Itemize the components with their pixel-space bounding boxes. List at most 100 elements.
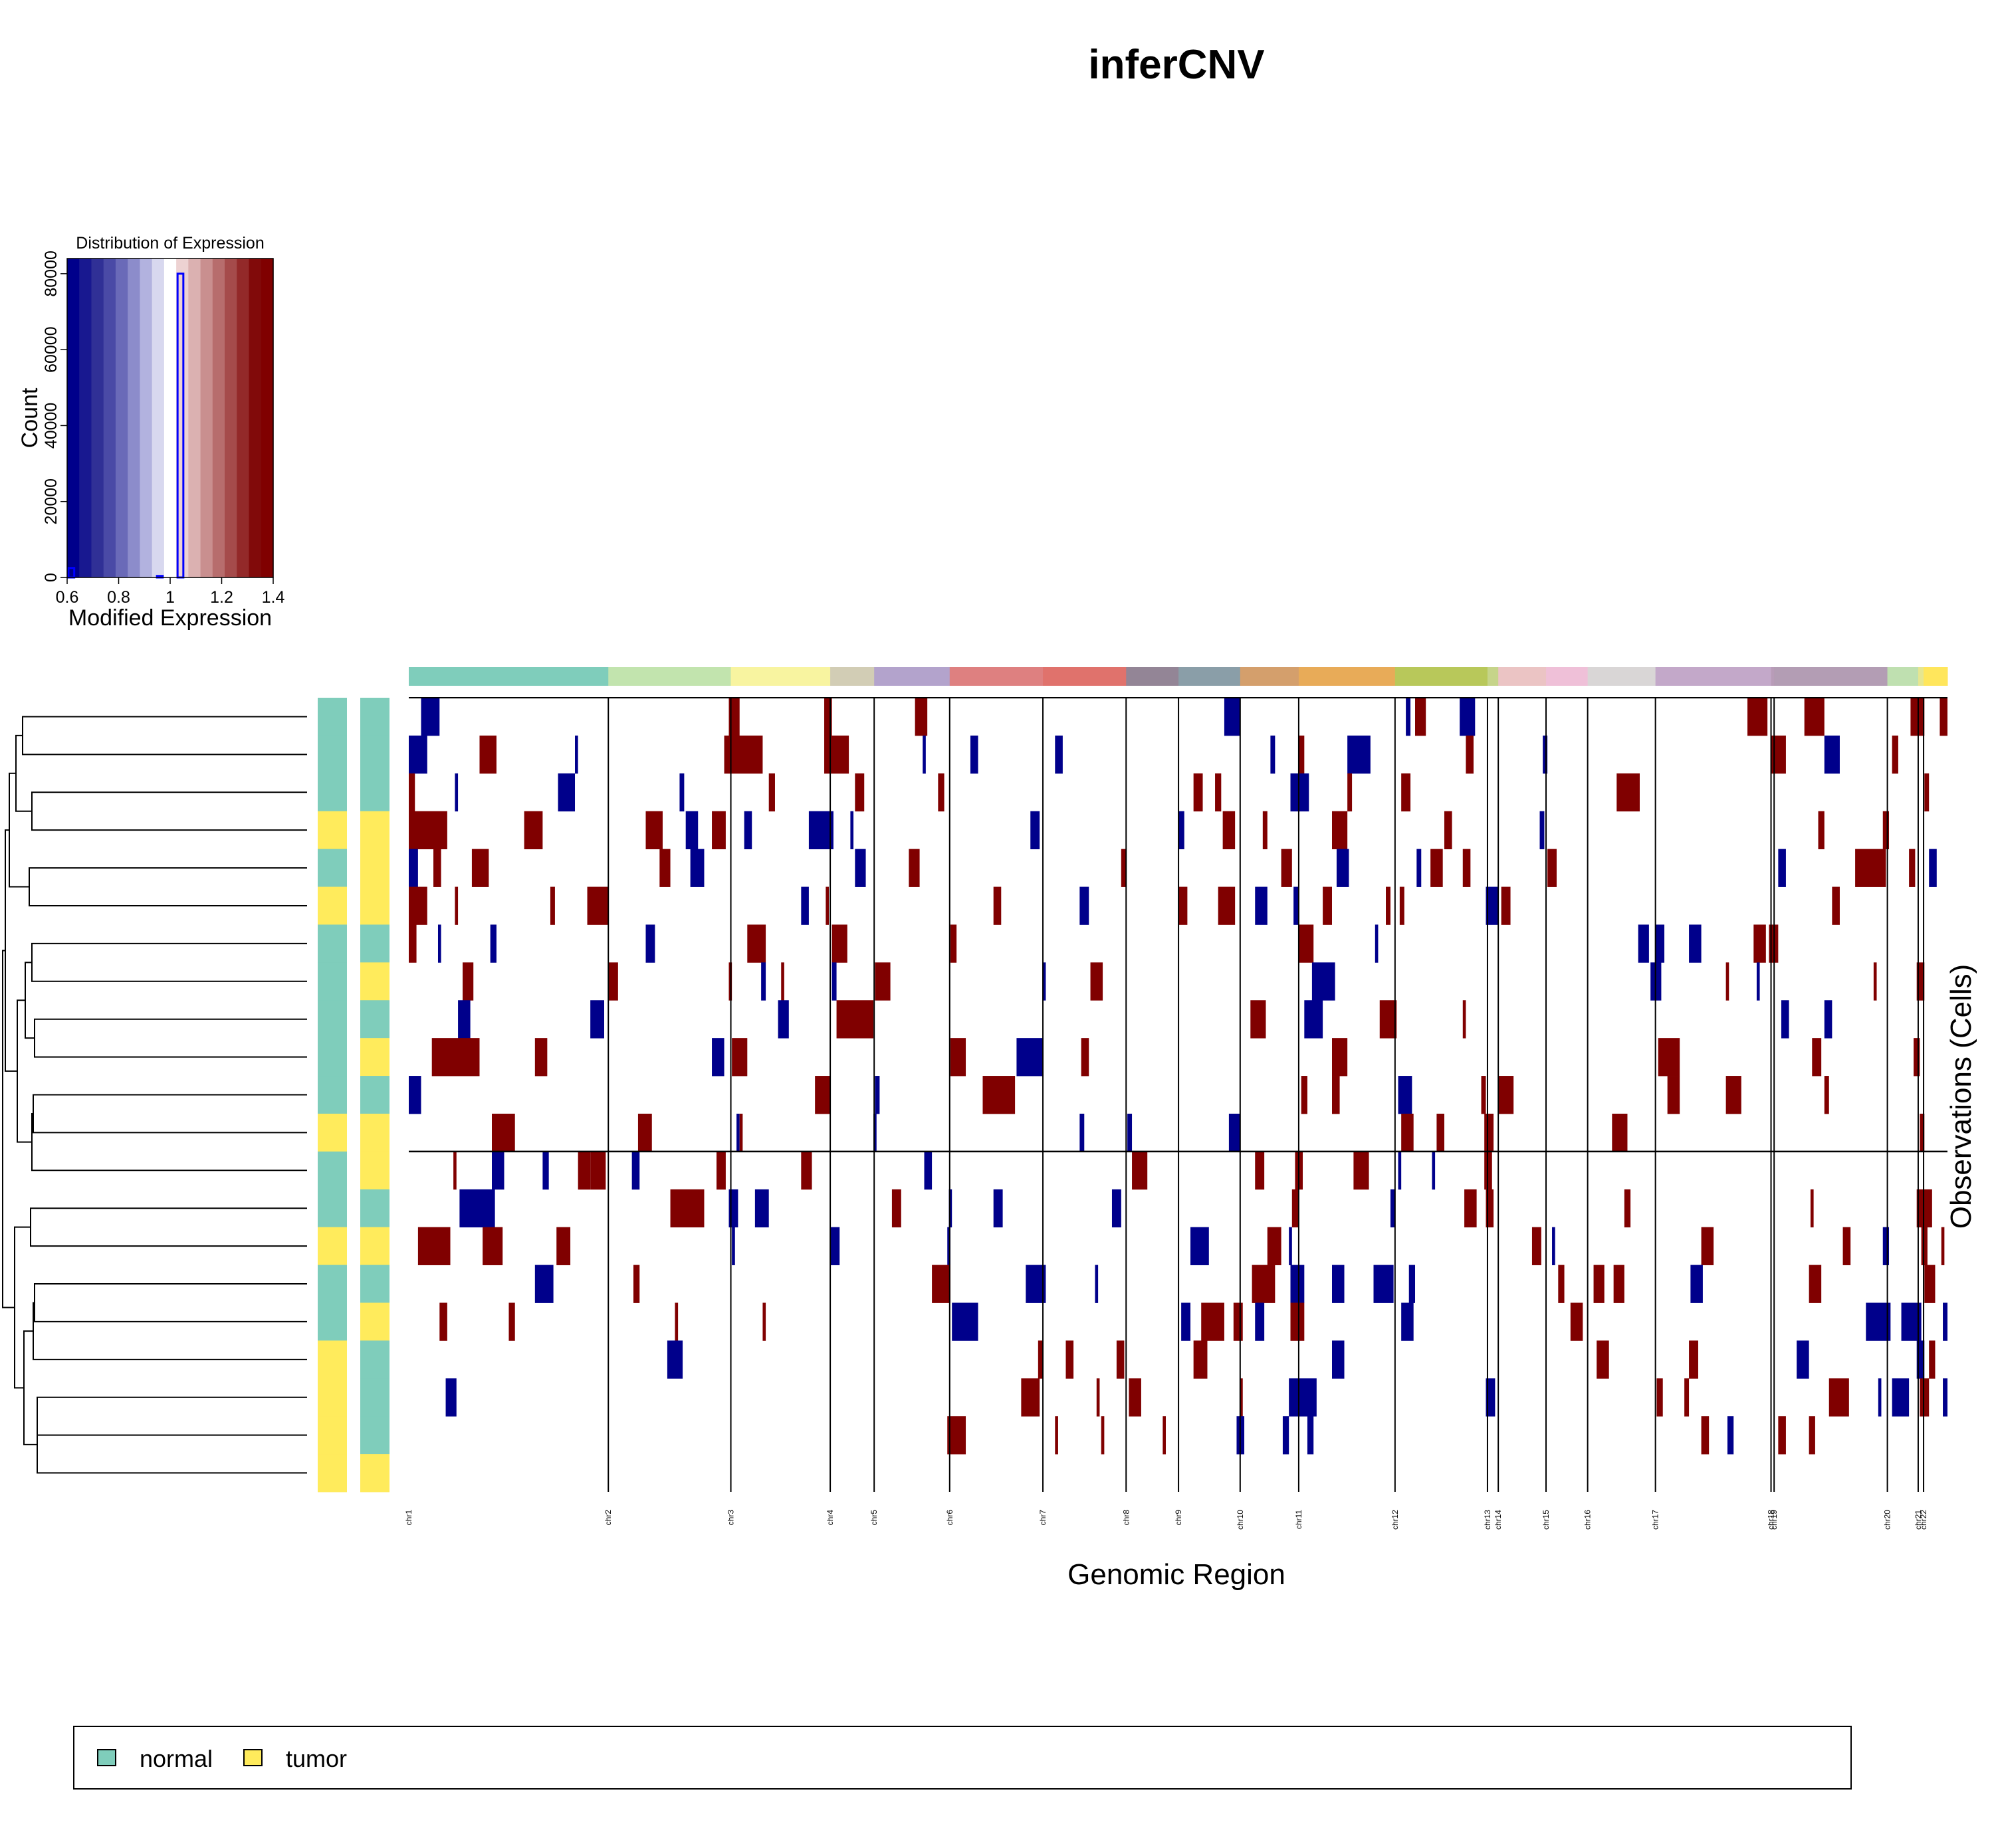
cnv-segment-gain: [1301, 1076, 1307, 1114]
cnv-segment-gain: [633, 1265, 640, 1303]
cnv-segment-gain: [1770, 735, 1786, 774]
cnv-segment-gain: [608, 962, 618, 1001]
cnv-segment-gain: [1701, 1227, 1714, 1265]
cnv-segment-gain: [1812, 1038, 1822, 1077]
cnv-segment-loss: [558, 773, 576, 812]
cnv-segment-loss: [534, 1265, 554, 1303]
annotation-normal: [360, 1378, 389, 1417]
cnv-segment-loss: [1178, 811, 1184, 850]
color-ramp-step: [91, 258, 104, 577]
cnv-segment-gain: [1298, 924, 1314, 963]
cnv-segment-loss: [1347, 735, 1371, 774]
cnv-segment-loss: [1079, 886, 1089, 925]
cnv-segment-gain: [762, 1302, 766, 1341]
cnv-segment-gain: [1090, 962, 1103, 1001]
chromosome-label-chr14: chr14: [1494, 1510, 1503, 1530]
cnv-segment-gain: [1842, 1227, 1851, 1265]
cnv-segment-loss: [1390, 1189, 1395, 1228]
cnv-segment-loss: [855, 849, 866, 887]
cnv-segment-gain: [433, 849, 441, 887]
cnv-segment-loss: [667, 1340, 683, 1379]
cnv-segment-loss: [1416, 849, 1422, 887]
cnv-segment-loss: [1486, 1378, 1496, 1417]
annotation-tumor: [360, 1113, 389, 1152]
cnv-segment-loss: [685, 811, 699, 850]
cnv-segment-gain: [1332, 811, 1348, 850]
histogram-x-tick-label: 1.4: [262, 588, 285, 607]
cnv-segment-loss: [409, 1076, 421, 1114]
cnv-segment-gain: [659, 849, 671, 887]
cnv-segment-gain: [1193, 1340, 1208, 1379]
color-ramp-step: [212, 258, 225, 577]
cnv-segment-gain: [747, 924, 766, 963]
cnv-segment-gain: [1753, 924, 1766, 963]
cnv-segment-loss: [1270, 735, 1275, 774]
cnv-segment-loss: [1190, 1227, 1209, 1265]
color-ramp-step: [164, 258, 177, 577]
chromosome-labels: chr1 chr2 chr3 chr4 chr5 chr6 chr7 chr8 chr9 chr1…: [404, 1510, 1928, 1530]
dendrogram-branch: [2, 950, 15, 1308]
legend-frame: [73, 1726, 1852, 1790]
cnv-segment-gain: [1914, 1038, 1920, 1077]
cnv-segment-gain: [1415, 698, 1426, 736]
cnv-segment-loss: [875, 1076, 880, 1114]
cnv-segment-loss: [1332, 1265, 1345, 1303]
dendrogram-branch: [34, 1018, 307, 1058]
cnv-segment-gain: [1163, 1416, 1166, 1455]
chromosome-band-chr14: [1498, 667, 1547, 686]
cnv-segment-gain: [409, 886, 427, 925]
cnv-segment-gain: [1332, 1076, 1340, 1114]
cnv-segment-loss: [1282, 1416, 1289, 1455]
cnv-segment-gain: [483, 1227, 503, 1265]
chromosome-label-chr2: chr2: [604, 1510, 613, 1526]
dendrogram-branch: [22, 716, 307, 756]
chromosome-label-chr18: chr18: [1767, 1510, 1776, 1530]
cnv-segment-gain: [1939, 698, 1947, 736]
legend-swatch-tumor: [243, 1749, 263, 1766]
chromosome-label-chr17: chr17: [1651, 1510, 1660, 1530]
cnv-segment-gain: [578, 1151, 591, 1190]
histogram-title: Distribution of Expression: [76, 234, 264, 253]
chromosome-label-chr21: chr21: [1914, 1510, 1923, 1530]
cnv-segment-gain: [1804, 698, 1825, 736]
annotation-normal: [318, 962, 347, 1001]
cnv-segment-gain: [1021, 1378, 1040, 1417]
cnv-segment-gain: [1892, 735, 1898, 774]
cnv-segment-gain: [732, 1038, 748, 1077]
chromosome-label-chr10: chr10: [1236, 1510, 1245, 1530]
cnv-segment-gain: [1828, 1378, 1849, 1417]
cnv-segment-gain: [824, 735, 849, 774]
cnv-segment-gain: [463, 962, 474, 1001]
chromosome-label-chr5: chr5: [869, 1510, 879, 1526]
histogram-y-tick-label: 40000: [42, 403, 60, 449]
cnv-segment-loss: [923, 735, 926, 774]
cnv-segment-gain: [492, 1113, 515, 1152]
cnv-segment-loss: [437, 924, 441, 963]
annotation-normal: [318, 735, 347, 774]
cnv-segment-gain: [1667, 1076, 1680, 1114]
color-ramp-step: [67, 258, 80, 577]
cnv-segment-loss: [1255, 1302, 1265, 1341]
cnv-segment-loss: [947, 1227, 950, 1265]
cnv-segment-gain: [550, 886, 555, 925]
cnv-segment-gain: [1658, 1038, 1680, 1077]
dendrogram-branch: [25, 962, 35, 1039]
color-ramp-step: [249, 258, 262, 577]
annotation-tumor: [318, 1454, 347, 1492]
heatmap-row: [458, 1000, 1832, 1039]
cnv-segment-loss: [459, 1189, 495, 1228]
histogram-x-tick-label: 1.2: [210, 588, 233, 607]
cnv-segment-loss: [421, 698, 440, 736]
chromosome-band-chr6: [949, 667, 1044, 686]
chromosome-band-chr5: [874, 667, 950, 686]
dendrogram-branch: [31, 942, 307, 982]
cnv-segment-loss: [778, 1000, 789, 1039]
cnv-segment-gain: [1262, 811, 1268, 850]
heatmap-row: [439, 1302, 1947, 1341]
dendrogram-branch: [30, 1207, 307, 1247]
cnv-segment-loss: [1030, 811, 1040, 850]
cnv-segment-gain: [1916, 962, 1925, 1001]
cnv-segment-gain: [728, 698, 740, 736]
chromosome-label-chr9: chr9: [1174, 1510, 1183, 1526]
chromosome-band-chr17: [1655, 667, 1772, 686]
